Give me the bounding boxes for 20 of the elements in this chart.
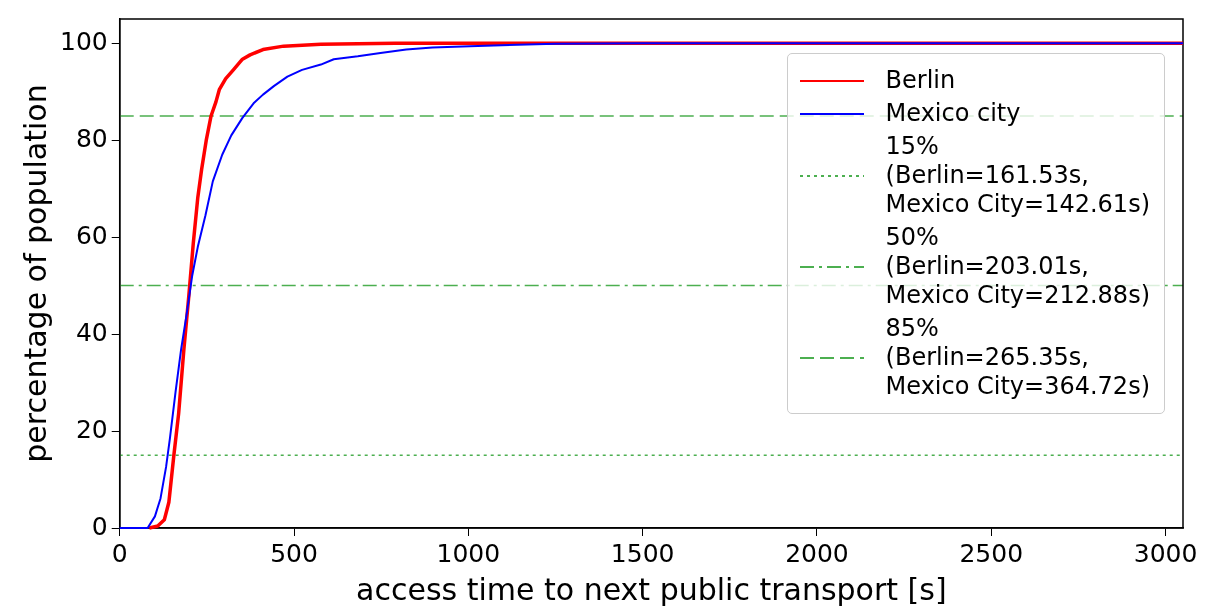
x-axis-title: access time to next public transport [s] bbox=[356, 571, 947, 607]
legend-label: 15% (Berlin=161.53s, Mexico City=142.61s) bbox=[885, 132, 1150, 219]
y-tick-label: 60 bbox=[75, 220, 108, 250]
x-tick-label: 1000 bbox=[436, 538, 501, 568]
x-tick-label: 0 bbox=[111, 538, 128, 568]
x-tick-label: 500 bbox=[270, 538, 318, 568]
y-tick-label: 40 bbox=[75, 317, 108, 347]
x-tick-label: 1500 bbox=[610, 538, 675, 568]
x-tick-label: 2000 bbox=[785, 538, 849, 568]
y-axis-title: percentage of population bbox=[17, 84, 53, 463]
x-tick-label: 2500 bbox=[959, 538, 1024, 568]
x-tick-label: 3000 bbox=[1133, 538, 1198, 568]
y-tick-label: 80 bbox=[75, 123, 108, 153]
ref-line-label: 50% (Berlin=203.01s, Mexico City=212.88s) bbox=[885, 223, 1150, 310]
y-tick-label: 0 bbox=[91, 511, 108, 541]
legend-label: Mexico city bbox=[885, 99, 1021, 128]
y-tick-label: 100 bbox=[60, 26, 108, 56]
y-tick-label: 20 bbox=[75, 414, 108, 444]
legend-label: 85% (Berlin=265.35s, Mexico City=364.72s) bbox=[885, 314, 1150, 401]
legend-label: Berlin bbox=[885, 66, 956, 95]
